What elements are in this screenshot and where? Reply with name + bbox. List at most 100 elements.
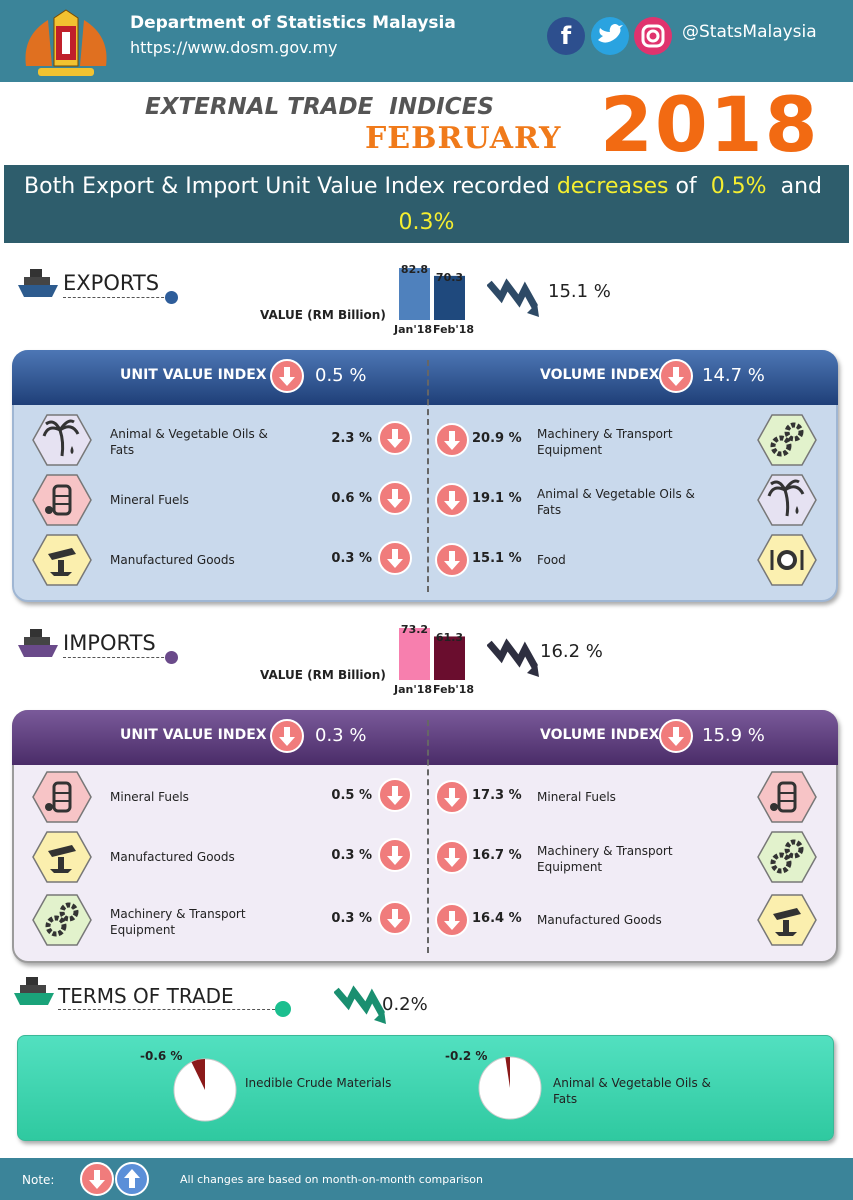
crest — [25, 9, 107, 76]
down-arrow — [270, 719, 304, 753]
down-arrow — [378, 541, 412, 575]
social-icons: f — [547, 17, 672, 55]
heading-rule — [58, 1009, 280, 1010]
up-arrow — [115, 1162, 149, 1196]
down-arrow — [435, 543, 469, 577]
item-change: 16.4 % — [472, 911, 522, 926]
item-label: Mineral Fuels — [110, 790, 189, 804]
pie-label: Animal & Vegetable Oils & Fats — [553, 1076, 711, 1106]
headline-text: respectively. — [357, 246, 496, 271]
index-change: 14.7 % — [702, 365, 765, 386]
panel-header — [12, 350, 838, 405]
index-title: UNIT VALUE INDEX — [120, 727, 267, 743]
index-title: VOLUME INDEX — [540, 367, 660, 383]
category-icon — [32, 414, 92, 466]
pie-value: -0.6 % — [140, 1049, 183, 1063]
header-bar — [0, 0, 853, 82]
item-change: 0.3 % — [331, 911, 372, 926]
headline-text: of — [675, 174, 697, 199]
item-label: Manufactured Goods — [110, 850, 235, 864]
category-icon — [757, 474, 817, 526]
down-arrow — [435, 840, 469, 874]
headline-text: Both Export & Import Unit Value Index re… — [24, 174, 550, 199]
item-change: 2.3 % — [331, 431, 372, 446]
bar-value: 73.2 — [400, 623, 429, 636]
category-icon — [757, 831, 817, 883]
value-label: VALUE (RM Billion) — [260, 668, 386, 682]
item-change: 15.1 % — [472, 551, 522, 566]
bar — [434, 636, 465, 680]
value-change: 15.1 % — [548, 281, 611, 302]
item-label: Machinery & Transport Equipment — [537, 844, 673, 874]
headline-highlight: 0.5% — [710, 174, 767, 199]
category-icon — [757, 771, 817, 823]
bar-value: 61.3 — [435, 631, 464, 645]
headline: Both Export & Import Unit Value Index re… — [4, 165, 849, 271]
item-label: Manufactured Goods — [537, 913, 662, 927]
bar-value: 70.3 — [435, 270, 464, 284]
down-arrow — [378, 421, 412, 455]
bar-label: Jan'18 — [394, 323, 433, 336]
bar — [434, 275, 465, 320]
item-label: Animal & Vegetable Oils & Fats — [537, 487, 695, 517]
bar-value: 82.8 — [400, 263, 429, 276]
svg-text:f: f — [561, 22, 572, 50]
bar-label: Jan'18 — [394, 683, 433, 696]
social-handle[interactable]: @StatsMalaysia — [682, 22, 817, 42]
item-change: 0.6 % — [331, 491, 372, 506]
heading-dot — [165, 291, 178, 304]
heading-rule — [63, 297, 169, 298]
trend-icon — [487, 278, 539, 317]
item-change: 20.9 % — [472, 431, 522, 446]
headline-text: and — [780, 174, 822, 199]
pie-label: Inedible Crude Materials — [245, 1076, 392, 1090]
category-icon — [32, 474, 92, 526]
category-icon — [32, 534, 92, 586]
item-change: 0.3 % — [331, 848, 372, 863]
footer-note: Note: — [22, 1173, 55, 1187]
item-label: Animal & Vegetable Oils & Fats — [110, 427, 268, 457]
section-heading: TERMS OF TRADE — [58, 984, 234, 1008]
category-icon — [757, 534, 817, 586]
pie-slice — [191, 1059, 205, 1090]
panel-divider — [427, 360, 429, 592]
value-bars — [399, 628, 465, 680]
trend-icon — [487, 638, 539, 677]
down-arrow — [659, 719, 693, 753]
index-title: VOLUME INDEX — [540, 727, 660, 743]
category-icon — [32, 831, 92, 883]
org-url[interactable]: https://www.dosm.gov.my — [130, 38, 338, 57]
bar — [399, 268, 430, 320]
item-change: 0.5 % — [331, 788, 372, 803]
down-arrow — [80, 1162, 114, 1196]
index-change: 15.9 % — [702, 725, 765, 746]
panel-header — [12, 710, 838, 765]
item-label: Manufactured Goods — [110, 553, 235, 567]
ship-icon — [18, 269, 58, 297]
index-change: 0.3 % — [315, 725, 367, 746]
down-arrow — [270, 359, 304, 393]
down-arrow — [435, 780, 469, 814]
bar-label: Feb'18 — [433, 683, 475, 696]
pie — [173, 1058, 237, 1122]
category-icon — [32, 771, 92, 823]
item-change: 16.7 % — [472, 848, 522, 863]
item-label: Mineral Fuels — [110, 493, 189, 507]
down-arrow — [435, 423, 469, 457]
category-icon — [32, 894, 92, 946]
headline-highlight: decreases — [556, 174, 669, 199]
down-arrow — [378, 481, 412, 515]
ship-icon — [18, 629, 58, 657]
banner-month: FEBRUARY — [365, 121, 562, 156]
value-bars — [399, 268, 465, 320]
item-label: Machinery & Transport Equipment — [110, 907, 246, 937]
org-name: Department of Statistics Malaysia — [130, 13, 456, 33]
item-label: Food — [537, 553, 566, 567]
category-icon — [757, 894, 817, 946]
down-arrow — [435, 483, 469, 517]
item-label: Mineral Fuels — [537, 790, 616, 804]
down-arrow — [378, 778, 412, 812]
down-arrow — [659, 359, 693, 393]
bar — [399, 628, 430, 680]
